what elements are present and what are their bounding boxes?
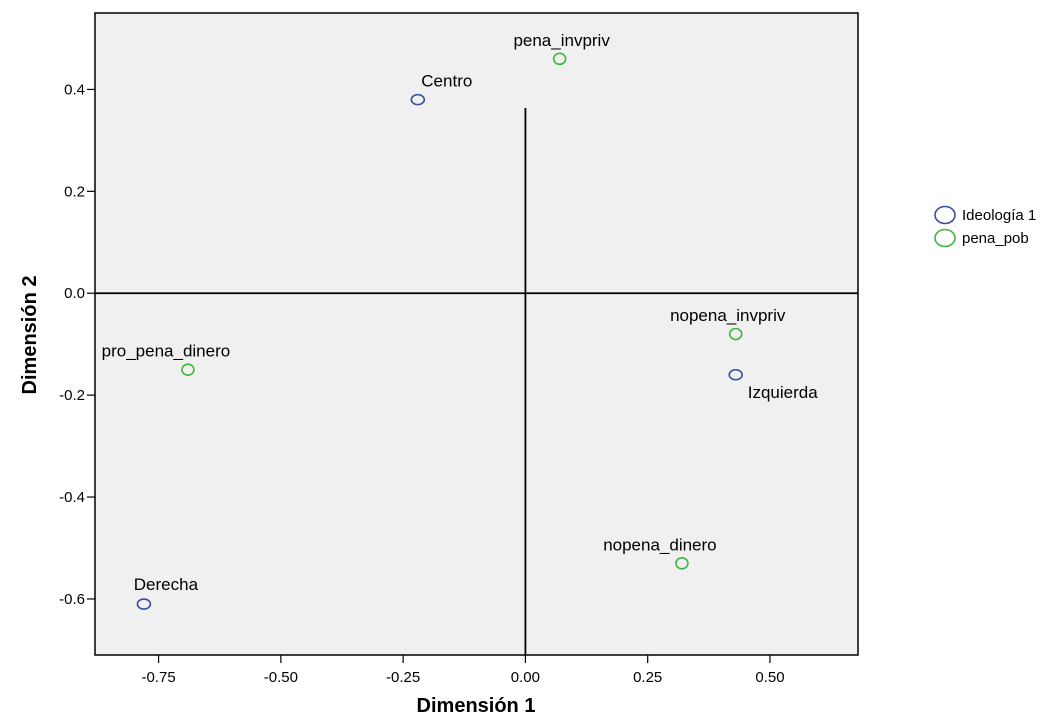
x-tick-label: 0.00 <box>511 669 540 686</box>
x-tick-label: -0.75 <box>141 669 175 686</box>
data-point <box>181 363 195 376</box>
data-point <box>728 327 743 341</box>
x-axis-title: Dimensión 1 <box>417 695 536 716</box>
x-tick-label: 0.25 <box>633 669 662 686</box>
y-tick-label: -0.4 <box>59 489 85 506</box>
point-label: pena_invpriv <box>513 31 610 50</box>
axes-layer: -0.75 -0.50 -0.25 0.00 0.25 0.50 0.4 0.2 0.0 -0.2… <box>59 81 858 686</box>
y-tick-label: 0.0 <box>64 285 85 302</box>
data-point <box>410 93 426 106</box>
data-point <box>136 598 152 610</box>
point-label: pro_pena_dinero <box>102 342 231 361</box>
point-label: Derecha <box>134 575 199 594</box>
y-tick-label: 0.4 <box>64 81 85 98</box>
point-label: nopena_invpriv <box>670 306 786 325</box>
x-tick-label: -0.50 <box>264 669 298 686</box>
legend-label: Ideología 1 <box>962 207 1036 224</box>
point-label: nopena_dinero <box>603 535 716 554</box>
legend-marker <box>934 228 956 248</box>
data-point <box>675 556 689 570</box>
y-tick-label: -0.2 <box>59 387 85 404</box>
y-tick-label: 0.2 <box>64 183 85 200</box>
marks-layer: Centro Izquierda Derecha pena_invprivnopena… <box>102 31 818 610</box>
plot-area <box>94 12 859 656</box>
legend: Ideología 1 pena_pob <box>934 205 1036 248</box>
data-point <box>728 368 744 381</box>
point-label: Izquierda <box>748 383 818 402</box>
y-tick-label: -0.6 <box>59 591 85 608</box>
y-axis-title: Dimensión 2 <box>19 276 41 395</box>
legend-label: pena_pob <box>962 230 1029 247</box>
point-label: Centro <box>421 72 472 91</box>
x-tick-label: 0.50 <box>755 669 784 686</box>
x-tick-label: -0.25 <box>386 669 420 686</box>
legend-marker <box>934 205 956 225</box>
data-point <box>552 52 567 66</box>
